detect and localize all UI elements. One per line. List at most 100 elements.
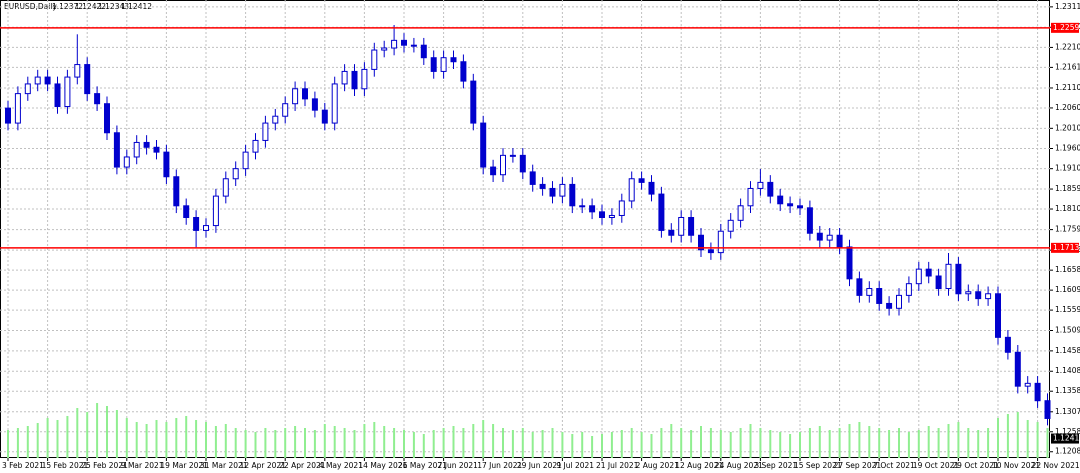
volume-bar — [66, 416, 69, 458]
candle-body — [866, 288, 873, 296]
candle-body — [519, 154, 526, 173]
candle-body — [153, 146, 160, 153]
candle-body — [688, 216, 695, 236]
volume-bar — [650, 434, 653, 458]
x-tick-label: 21 Jul 2021 — [596, 461, 639, 470]
candle-body — [282, 103, 289, 117]
candle-body — [203, 225, 209, 231]
candle-body — [539, 183, 546, 189]
volume-bar — [591, 436, 594, 458]
volume-bar — [145, 424, 148, 458]
volume-bar — [571, 434, 574, 458]
candle-body — [183, 205, 190, 218]
y-tick-label: 1.19600 — [1055, 143, 1080, 152]
volume-bar — [412, 432, 415, 458]
candle-body — [24, 83, 31, 95]
candle-body — [985, 293, 992, 300]
volume-bar — [224, 424, 227, 458]
volume-bar — [769, 430, 772, 458]
level-label: 1.22590 — [1053, 23, 1080, 32]
volume-bar — [868, 426, 871, 458]
volume-bar — [313, 430, 316, 458]
y-tick-label: 1.23110 — [1055, 2, 1080, 11]
volume-bar — [749, 424, 752, 458]
volume-bar — [521, 428, 524, 458]
x-tick-label: 22 Nov 2021 — [1032, 461, 1080, 470]
candle-body — [658, 193, 665, 231]
volume-bar — [719, 430, 722, 458]
candle-body — [34, 76, 41, 85]
volume-bar — [739, 428, 742, 458]
volume-bar — [46, 418, 49, 458]
y-tick-label: 1.21100 — [1055, 83, 1080, 92]
volume-bar — [601, 434, 603, 458]
candle-body — [430, 57, 437, 72]
volume-bar — [709, 428, 712, 458]
volume-bar — [561, 432, 564, 458]
volume-bar — [838, 428, 841, 458]
candle-body — [975, 291, 982, 300]
volume-bar — [56, 420, 59, 458]
volume-bar — [581, 432, 584, 458]
candle-body — [44, 76, 51, 85]
x-tick-label: 19 Oct 2021 — [913, 461, 960, 470]
candle-body — [559, 183, 566, 197]
y-tick-label: 1.14585 — [1055, 346, 1080, 355]
x-tick-label: 14 May 2021 — [358, 461, 407, 470]
candle-body — [608, 214, 615, 218]
volume-bar — [907, 432, 910, 458]
y-tick-label: 1.14080 — [1055, 366, 1080, 375]
volume-bar — [462, 428, 465, 458]
volume-bar — [917, 430, 920, 458]
symbol-title: EURUSD,Daily — [4, 2, 57, 11]
candle-body — [272, 115, 279, 124]
candle-body — [381, 47, 388, 51]
y-tick-label: 1.21610 — [1055, 62, 1080, 71]
candle-body — [529, 171, 536, 185]
candle-body — [777, 195, 784, 205]
candle-body — [965, 291, 972, 295]
candle-body — [628, 178, 635, 202]
volume-bar — [343, 428, 346, 458]
candle-body — [767, 181, 774, 197]
candle-body — [1004, 336, 1011, 353]
volume-bar — [492, 424, 495, 458]
volume-bar — [818, 426, 821, 458]
y-tick-label: 1.20605 — [1055, 103, 1080, 112]
candle-body — [727, 219, 734, 232]
volume-bar — [205, 422, 207, 458]
volume-bar — [432, 430, 435, 458]
candle-body — [262, 122, 269, 141]
level-tag — [1051, 242, 1079, 253]
volume-bar — [333, 426, 336, 458]
candle-body — [935, 275, 942, 290]
volume-bar — [86, 412, 89, 458]
last-price-label: 1.12412 — [1053, 434, 1080, 443]
volume-bar — [403, 430, 405, 458]
candle-body — [896, 294, 902, 309]
candle-body — [401, 39, 407, 46]
candle-body — [747, 187, 754, 207]
volume-bar — [155, 420, 158, 458]
candle-body — [836, 234, 843, 248]
volume-bar — [16, 428, 19, 458]
volume-bar — [234, 428, 237, 458]
y-tick-label: 1.13585 — [1055, 386, 1080, 395]
candle-body — [995, 293, 1001, 338]
volume-bar — [383, 426, 386, 458]
volume-bar — [323, 424, 326, 458]
volume-bar — [482, 420, 485, 458]
x-tick-label: 29 Jun 2021 — [517, 461, 562, 470]
candle-body — [321, 109, 328, 124]
header-value: 1.12372 — [52, 2, 83, 11]
y-tick-label: 1.15595 — [1055, 305, 1080, 314]
volume-bar — [502, 428, 504, 458]
y-tick-label: 1.17590 — [1055, 225, 1080, 234]
candle-body — [846, 246, 853, 280]
y-tick-label: 1.20100 — [1055, 123, 1080, 132]
candle-body — [14, 93, 21, 124]
volume-bar — [36, 423, 39, 458]
x-tick-label: 15 Sep 2021 — [794, 461, 842, 470]
candle-body — [113, 132, 120, 168]
x-tick-label: 9 Mar 2021 — [121, 461, 164, 470]
